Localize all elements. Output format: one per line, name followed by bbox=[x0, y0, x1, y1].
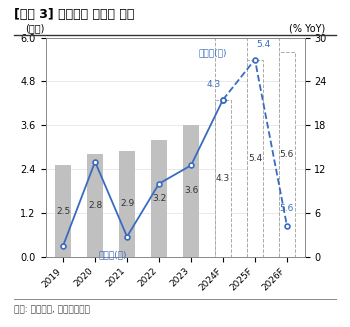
Text: 2.5: 2.5 bbox=[56, 207, 70, 215]
Text: 5.4: 5.4 bbox=[257, 40, 271, 49]
Text: 2.8: 2.8 bbox=[88, 201, 102, 210]
Bar bbox=[151, 140, 167, 257]
Bar bbox=[87, 154, 103, 257]
Text: 증감률(우): 증감률(우) bbox=[199, 49, 228, 58]
Text: 5.6: 5.6 bbox=[280, 203, 294, 213]
Bar bbox=[55, 165, 71, 257]
Bar bbox=[279, 52, 295, 257]
Text: 4.3: 4.3 bbox=[207, 80, 221, 89]
Text: 3.2: 3.2 bbox=[152, 194, 166, 203]
Text: 4.3: 4.3 bbox=[216, 174, 230, 183]
Text: 2.9: 2.9 bbox=[120, 199, 134, 208]
Bar bbox=[183, 125, 199, 257]
Text: 자료: 현대로템, 한국투자증권: 자료: 현대로템, 한국투자증권 bbox=[14, 305, 90, 314]
Text: 5.4: 5.4 bbox=[248, 154, 262, 163]
Bar bbox=[119, 151, 135, 257]
Text: 3.6: 3.6 bbox=[184, 186, 198, 196]
Text: (조원): (조원) bbox=[25, 23, 44, 33]
Text: 매출액(좌): 매출액(좌) bbox=[98, 250, 127, 259]
Text: [그림 3] 현대로템 매출액 전망: [그림 3] 현대로템 매출액 전망 bbox=[14, 8, 134, 21]
Bar bbox=[215, 100, 231, 257]
Bar bbox=[247, 60, 263, 257]
Text: (% YoY): (% YoY) bbox=[289, 23, 325, 33]
Text: 5.6: 5.6 bbox=[280, 150, 294, 159]
